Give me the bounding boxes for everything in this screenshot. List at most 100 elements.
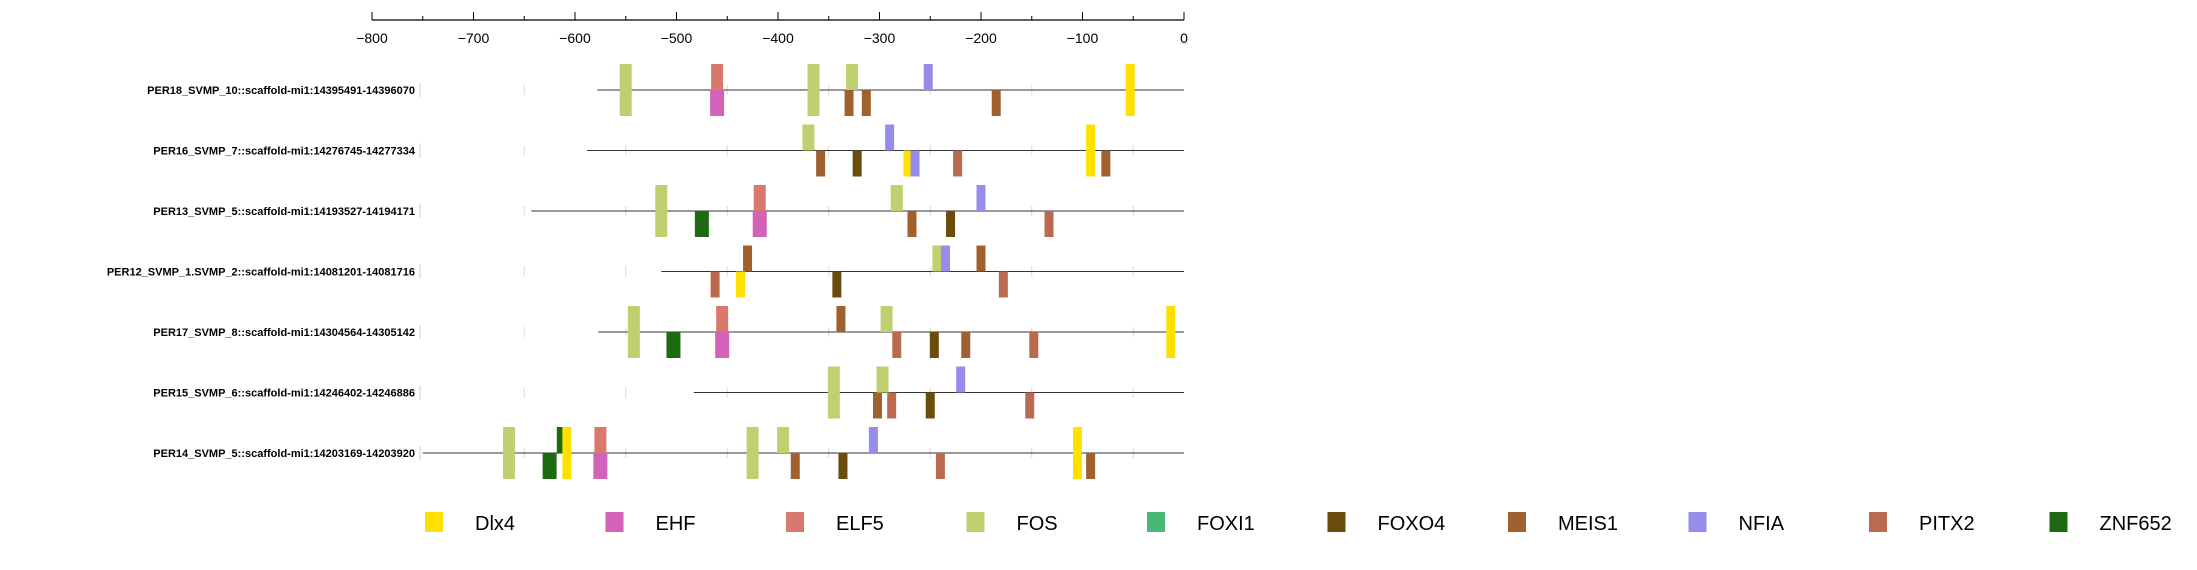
motif-nfia <box>910 150 920 177</box>
motif-elf5 <box>711 64 724 90</box>
motif-fos <box>890 185 903 211</box>
legend-label: FOXI1 <box>1197 513 1255 535</box>
motif-pitx2 <box>953 150 963 177</box>
motif-dlx4 <box>1072 427 1082 479</box>
motif-elf5 <box>753 185 766 211</box>
legend-label: PITX2 <box>1919 513 1975 535</box>
legend-swatch <box>2049 512 2068 532</box>
legend-label: EHF <box>656 513 696 535</box>
motif-meis1 <box>844 90 854 116</box>
legend-swatch <box>1147 512 1165 532</box>
legend-swatch <box>1688 512 1707 532</box>
motif-pitx2 <box>887 392 897 419</box>
x-tick-label: −100 <box>1067 30 1099 46</box>
legend-swatch <box>966 512 985 532</box>
motif-dlx4 <box>1086 124 1096 177</box>
x-tick-label: 0 <box>1180 30 1188 46</box>
motif-elf5 <box>594 427 607 453</box>
x-tick-label: −300 <box>864 30 896 46</box>
motif-nfia <box>976 185 986 211</box>
motif-znf652 <box>694 211 709 237</box>
motif-pitx2 <box>1025 392 1035 419</box>
sequence-label: PER15_SVMP_6::scaffold-mi1:14246402-1424… <box>153 388 415 400</box>
motif-meis1 <box>861 90 871 116</box>
motif-fos <box>746 427 759 479</box>
motif-pitx2 <box>892 332 902 358</box>
legend-swatch <box>1508 512 1526 532</box>
motif-fos <box>619 64 632 116</box>
legend-swatch <box>425 512 443 532</box>
x-tick-label: −600 <box>559 30 591 46</box>
legend-label: MEIS1 <box>1558 513 1618 535</box>
legend-label: ELF5 <box>836 513 884 535</box>
x-tick-label: −200 <box>965 30 997 46</box>
motif-pitx2 <box>1029 332 1039 358</box>
motif-dlx4 <box>1166 306 1176 358</box>
motif-fos <box>503 427 516 479</box>
motif-fos <box>876 366 889 393</box>
motif-foxo4 <box>946 211 956 237</box>
motif-meis1 <box>816 150 826 177</box>
motif-meis1 <box>991 90 1001 116</box>
x-tick-label: −800 <box>356 30 388 46</box>
motif-fos <box>880 306 893 332</box>
legend-label: Dlx4 <box>475 513 515 535</box>
motif-ehf <box>710 90 725 116</box>
motif-meis1 <box>743 245 753 272</box>
motif-foxo4 <box>832 271 842 298</box>
motif-pitx2 <box>935 453 945 479</box>
legend-label: FOXO4 <box>1378 513 1446 535</box>
motif-fos <box>655 185 668 237</box>
sequence-label: PER14_SVMP_5::scaffold-mi1:14203169-1420… <box>153 448 415 460</box>
motif-foxo4 <box>925 392 935 419</box>
motif-dlx4 <box>1125 64 1135 116</box>
legend-label: ZNF652 <box>2100 513 2172 535</box>
motif-meis1 <box>872 392 882 419</box>
motif-foxo4 <box>838 453 848 479</box>
motif-meis1 <box>907 211 917 237</box>
motif-znf652 <box>542 453 557 479</box>
motif-pitx2 <box>1044 211 1054 237</box>
motif-ehf <box>593 453 608 479</box>
sequence-label: PER18_SVMP_10::scaffold-mi1:14395491-143… <box>147 85 415 97</box>
sequence-label: PER16_SVMP_7::scaffold-mi1:14276745-1427… <box>153 146 416 158</box>
legend-label: NFIA <box>1739 513 1785 535</box>
motif-ehf <box>752 211 767 237</box>
sequence-tracks: PER18_SVMP_10::scaffold-mi1:14395491-143… <box>107 83 1184 460</box>
legend-swatch <box>1869 512 1887 532</box>
legend-swatch <box>605 512 624 532</box>
sequence-label: PER12_SVMP_1.SVMP_2::scaffold-mi1:140812… <box>107 267 415 279</box>
motif-foxo4 <box>929 332 939 358</box>
motif-znf652 <box>666 332 681 358</box>
x-axis: −800 −700 −600 −500 −400 −300 −200 −100 0 <box>356 12 1188 46</box>
motif-meis1 <box>836 306 846 332</box>
motif-nfia <box>956 366 966 393</box>
motif-dlx4 <box>735 271 745 298</box>
motif-pitx2 <box>710 271 720 298</box>
motif-fos <box>846 64 859 90</box>
sequence-label: PER13_SVMP_5::scaffold-mi1:14193527-1419… <box>153 206 415 218</box>
motif-meis1 <box>790 453 800 479</box>
sequence-label: PER17_SVMP_8::scaffold-mi1:14304564-1430… <box>153 327 415 339</box>
legend: Dlx4 EHF ELF5 FOS FOXI1 FOXO4 MEIS1 NFIA PITX2 ZN… <box>425 512 2172 535</box>
motif-meis1 <box>976 245 986 272</box>
motif-fos <box>802 124 815 151</box>
motif-nfia <box>923 64 933 90</box>
motif-marks <box>503 64 1176 479</box>
motif-nfia <box>868 427 878 453</box>
motif-fos <box>807 64 820 116</box>
motif-meis1 <box>1101 150 1111 177</box>
x-tick-label: −500 <box>661 30 693 46</box>
motif-nfia <box>940 245 950 272</box>
motif-dlx4 <box>562 427 572 479</box>
legend-swatch <box>1327 512 1346 532</box>
motif-nfia <box>885 124 895 151</box>
motif-ehf <box>715 332 730 358</box>
motif-fos <box>827 366 840 419</box>
motif-pitx2 <box>998 271 1008 298</box>
motif-fos <box>627 306 640 358</box>
x-tick-label: −700 <box>458 30 490 46</box>
legend-label: FOS <box>1017 513 1058 535</box>
motif-meis1 <box>1086 453 1096 479</box>
